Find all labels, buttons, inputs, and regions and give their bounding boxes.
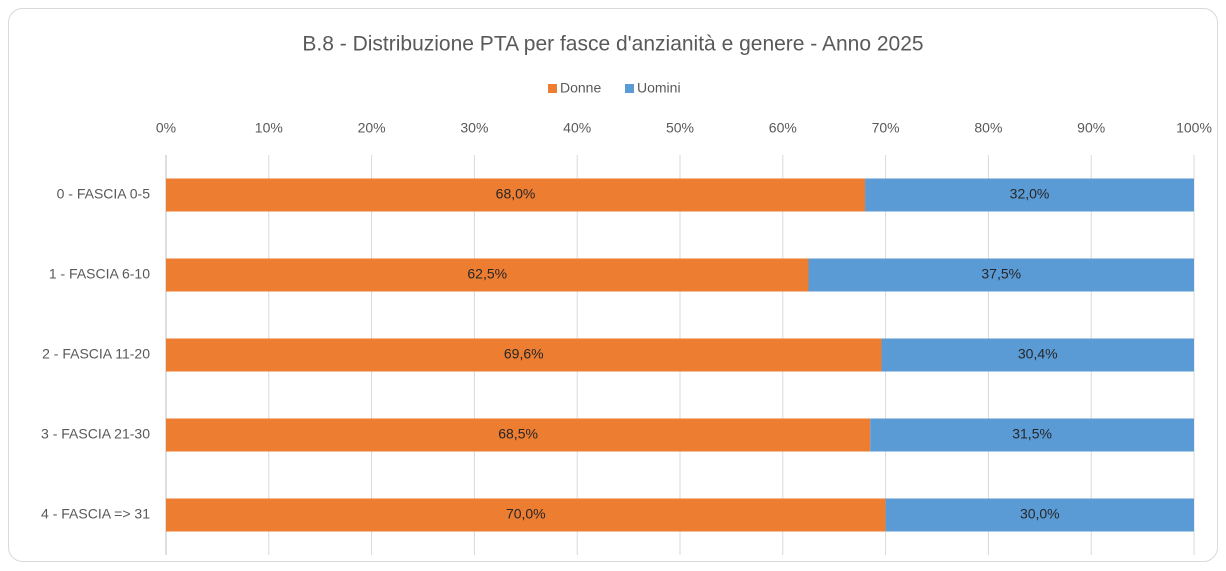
x-tick-label: 40% — [563, 120, 591, 136]
bar-segment — [870, 418, 1194, 452]
value-label: 31,5% — [1012, 426, 1052, 442]
bar-segment — [808, 258, 1194, 292]
value-label: 62,5% — [467, 266, 507, 282]
value-label: 68,5% — [498, 426, 538, 442]
value-label: 68,0% — [496, 186, 536, 202]
bar-segment — [166, 178, 866, 212]
x-tick-label: 70% — [872, 120, 900, 136]
x-tick-label: 60% — [769, 120, 797, 136]
legend-swatch — [625, 84, 634, 93]
x-tick-label: 30% — [460, 120, 488, 136]
x-tick-label: 100% — [1176, 120, 1212, 136]
legend-label: Donne — [560, 80, 601, 96]
x-tick-label: 0% — [156, 120, 176, 136]
bar-segment — [166, 418, 871, 452]
y-tick-label: 4 - FASCIA => 31 — [41, 506, 150, 522]
x-tick-label: 90% — [1077, 120, 1105, 136]
legend-swatch — [548, 84, 557, 93]
y-tick-label: 1 - FASCIA 6-10 — [49, 266, 150, 282]
bar-segment — [166, 258, 809, 292]
x-tick-label: 20% — [358, 120, 386, 136]
chart-title: B.8 - Distribuzione PTA per fasce d'anzi… — [302, 33, 923, 56]
y-tick-label: 0 - FASCIA 0-5 — [57, 186, 151, 202]
x-tick-label: 10% — [255, 120, 283, 136]
y-tick-label: 3 - FASCIA 21-30 — [41, 426, 150, 442]
y-tick-label: 2 - FASCIA 11-20 — [42, 346, 150, 362]
value-label: 37,5% — [981, 266, 1021, 282]
legend-label: Uomini — [637, 80, 681, 96]
x-tick-label: 50% — [666, 120, 694, 136]
value-label: 70,0% — [506, 506, 546, 522]
value-label: 32,0% — [1010, 186, 1050, 202]
bar-segment — [881, 338, 1194, 372]
bar-segment — [885, 498, 1194, 532]
bar-segment — [865, 178, 1194, 212]
value-label: 30,0% — [1020, 506, 1060, 522]
value-label: 69,6% — [504, 346, 544, 362]
bar-segment — [166, 338, 882, 372]
value-label: 30,4% — [1018, 346, 1058, 362]
bar-segment — [166, 498, 886, 532]
x-tick-label: 80% — [974, 120, 1002, 136]
